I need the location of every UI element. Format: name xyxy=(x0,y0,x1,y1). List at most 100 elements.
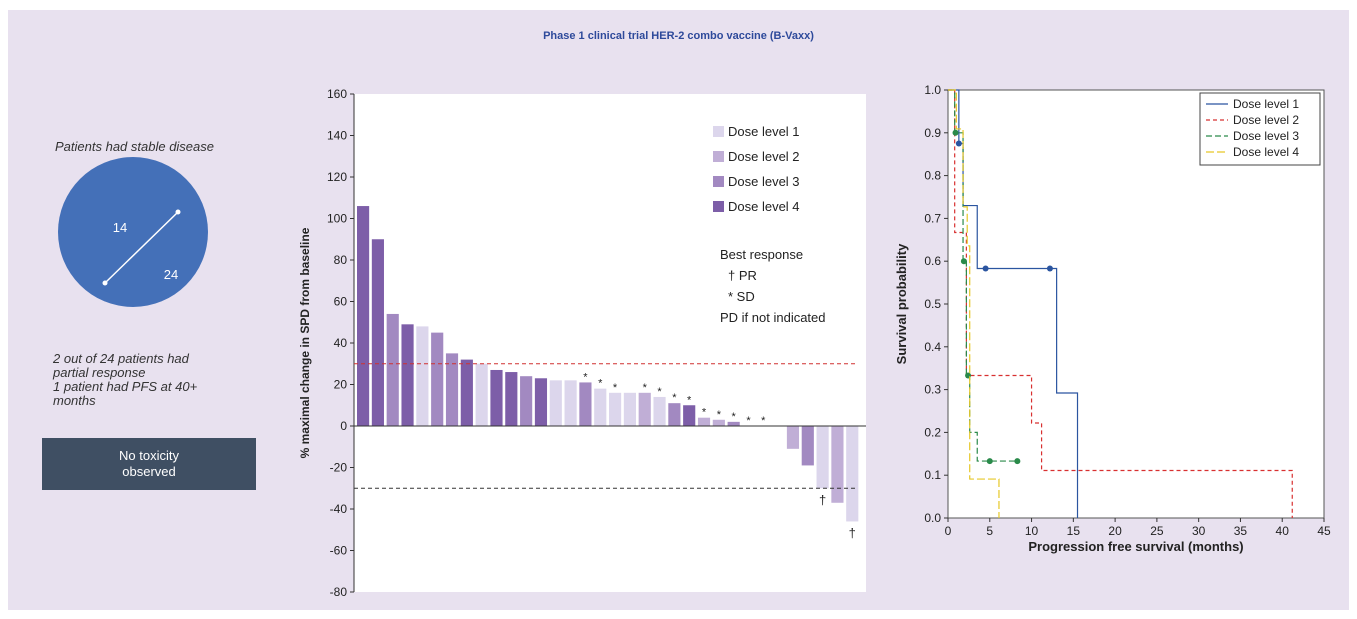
km-censor-point xyxy=(960,258,967,265)
sd-marker: * xyxy=(702,407,707,419)
waterfall-bar xyxy=(534,378,548,426)
pr-marker: † xyxy=(849,525,856,540)
pie-disc xyxy=(58,157,208,307)
waterfall-legend-swatch xyxy=(713,151,724,162)
km-y-tick-label: 0.2 xyxy=(924,425,941,439)
toxicity-text: No toxicity observed xyxy=(119,448,179,479)
waterfall-bar xyxy=(386,313,399,426)
waterfall-bar xyxy=(505,372,518,426)
waterfall-bar xyxy=(683,405,696,426)
best-response-text: † PR xyxy=(728,268,757,283)
km-y-tick-label: 0.8 xyxy=(924,169,941,183)
waterfall-bar xyxy=(475,363,488,426)
pie-divider xyxy=(104,211,179,284)
figure-title: Phase 1 clinical trial HER-2 combo vacci… xyxy=(543,30,814,42)
summary-line-3: 1 patient had PFS at 40+ xyxy=(53,379,198,394)
pie-divider-end-a xyxy=(102,280,108,286)
waterfall-bar xyxy=(431,332,444,426)
km-x-tick-label: 35 xyxy=(1234,524,1248,538)
waterfall-bar xyxy=(594,388,607,426)
km-series-line xyxy=(948,89,1000,518)
waterfall-bar xyxy=(564,380,577,426)
km-series-line xyxy=(948,89,1293,518)
summary-line-2: partial response xyxy=(53,365,146,380)
waterfall-y-tick-label: -20 xyxy=(330,461,348,475)
toxicity-box: No toxicity observed xyxy=(42,438,256,490)
waterfall-bar xyxy=(609,392,622,426)
waterfall-legend-label: Dose level 2 xyxy=(728,149,800,164)
km-x-tick-label: 45 xyxy=(1317,524,1331,538)
km-censor-point xyxy=(955,140,962,147)
sd-marker: * xyxy=(687,394,692,406)
waterfall-y-tick-label: -80 xyxy=(330,585,348,599)
waterfall-legend-swatch xyxy=(713,126,724,137)
waterfall-bar xyxy=(579,382,592,426)
sd-marker: * xyxy=(746,415,751,427)
km-y-label: Survival probability xyxy=(894,243,909,364)
waterfall-y-tick-label: 20 xyxy=(334,378,348,392)
pie-label-b: 24 xyxy=(164,267,178,282)
sd-marker: * xyxy=(643,382,648,394)
waterfall-y-tick-label: 40 xyxy=(334,336,348,350)
km-legend-label: Dose level 1 xyxy=(1233,97,1299,111)
waterfall-bar xyxy=(801,426,814,466)
km-y-tick-label: 0.6 xyxy=(924,254,941,268)
waterfall-y-tick-label: -60 xyxy=(330,544,348,558)
waterfall-bar xyxy=(520,376,533,426)
km-censor-point xyxy=(982,265,989,272)
waterfall-bar xyxy=(697,417,711,426)
waterfall-bar xyxy=(401,324,414,426)
waterfall-legend-swatch xyxy=(713,176,724,187)
waterfall-bar xyxy=(623,392,636,426)
waterfall-legend-label: Dose level 3 xyxy=(728,174,800,189)
sd-marker: * xyxy=(732,411,737,423)
waterfall-legend-swatch xyxy=(713,201,724,212)
km-x-label: Progression free survival (months) xyxy=(1028,539,1243,554)
sd-marker: * xyxy=(672,392,677,404)
waterfall-y-tick-label: 80 xyxy=(334,253,348,267)
waterfall-bar xyxy=(831,426,844,503)
waterfall-legend-label: Dose level 4 xyxy=(728,199,800,214)
waterfall-bar xyxy=(816,426,829,489)
response-summary: 2 out of 24 patients had partial respons… xyxy=(53,352,253,408)
km-y-tick-label: 0.0 xyxy=(924,511,941,525)
waterfall-y-tick-label: 60 xyxy=(334,295,348,309)
km-y-tick-label: 0.9 xyxy=(924,126,941,140)
waterfall-y-tick-label: 100 xyxy=(327,212,347,226)
waterfall-bar xyxy=(727,421,740,426)
km-x-tick-label: 20 xyxy=(1108,524,1122,538)
waterfall-bar xyxy=(712,419,725,426)
km-y-tick-label: 0.7 xyxy=(924,211,941,225)
waterfall-bar xyxy=(846,426,859,522)
waterfall-y-label: % maximal change in SPD from baseline xyxy=(298,227,312,458)
waterfall-y-tick-label: 0 xyxy=(340,419,347,433)
sd-marker: * xyxy=(761,415,766,427)
km-x-tick-label: 25 xyxy=(1150,524,1164,538)
pie-caption: Patients had stable disease xyxy=(55,139,214,154)
pie-label-a: 14 xyxy=(113,220,127,235)
waterfall-bar xyxy=(445,353,459,426)
km-x-tick-label: 10 xyxy=(1025,524,1039,538)
sd-marker: * xyxy=(598,378,603,390)
waterfall-y-tick-label: 120 xyxy=(327,170,347,184)
km-y-tick-label: 0.5 xyxy=(924,297,941,311)
summary-line-1: 2 out of 24 patients had xyxy=(53,351,189,366)
pie-divider-end-b xyxy=(175,209,181,215)
km-x-tick-label: 30 xyxy=(1192,524,1206,538)
waterfall-legend-label: Dose level 1 xyxy=(728,124,800,139)
sd-marker: * xyxy=(583,371,588,383)
km-series-line xyxy=(948,89,1079,518)
km-legend xyxy=(1199,92,1321,166)
km-x-tick-label: 5 xyxy=(986,524,993,538)
km-legend-label: Dose level 3 xyxy=(1233,129,1299,143)
km-x-tick-label: 15 xyxy=(1067,524,1081,538)
km-legend-label: Dose level 2 xyxy=(1233,113,1299,127)
km-y-tick-label: 0.3 xyxy=(924,383,941,397)
waterfall-bar xyxy=(460,359,473,426)
waterfall-bar xyxy=(549,380,562,426)
pie-chart: 14 24 xyxy=(58,157,208,307)
km-x-tick-label: 0 xyxy=(945,524,952,538)
waterfall-bar xyxy=(668,403,681,426)
km-legend-label: Dose level 4 xyxy=(1233,145,1299,159)
waterfall-y-tick-label: 140 xyxy=(327,129,347,143)
